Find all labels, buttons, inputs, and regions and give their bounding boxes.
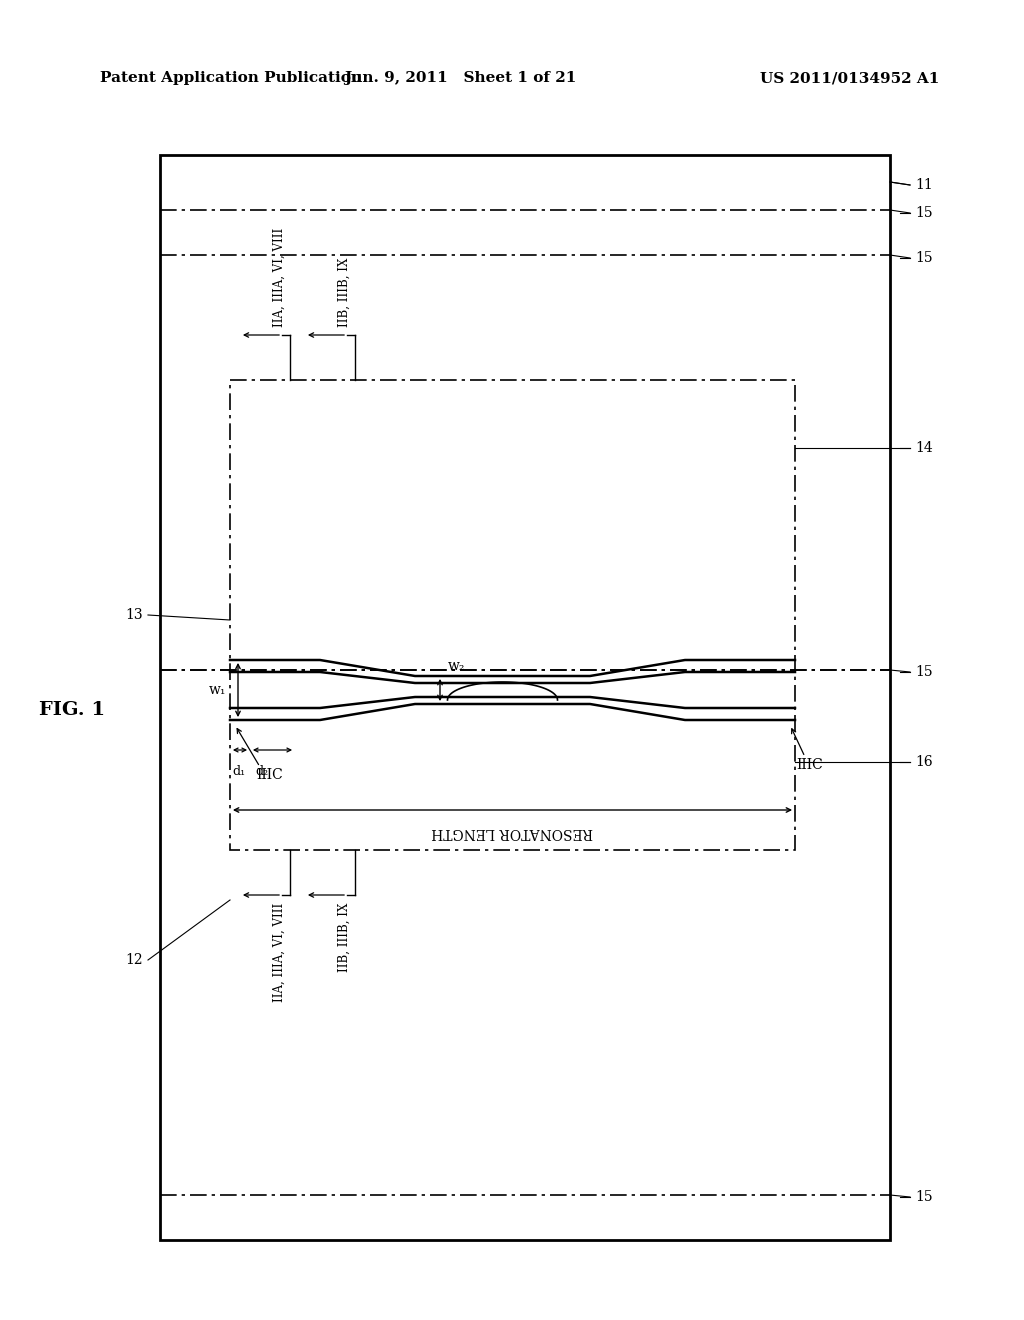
Bar [160,154,890,1239]
Text: d₂: d₂ [255,766,268,777]
Text: w₁: w₁ [209,682,226,697]
Text: RESONATOR LENGTH: RESONATOR LENGTH [432,825,593,840]
Text: d₁: d₁ [232,766,245,777]
Text: 15: 15 [915,251,933,265]
Text: 13: 13 [125,609,143,622]
Text: FIG. 1: FIG. 1 [39,701,105,719]
Text: IIB, IIIB, IX: IIB, IIIB, IX [338,903,351,973]
Text: IIA, IIIA, VI, VIII: IIA, IIIA, VI, VIII [273,228,286,327]
Text: 12: 12 [125,953,143,968]
Text: 11: 11 [915,178,933,191]
Text: 15: 15 [915,1191,933,1204]
Text: 14: 14 [915,441,933,455]
Bar [230,380,795,850]
Text: IIIC: IIIC [797,758,823,772]
Text: IIIC: IIIC [257,768,284,781]
Text: IIA, IIIA, VI, VIII: IIA, IIIA, VI, VIII [273,903,286,1002]
Text: 16: 16 [915,755,933,770]
Text: 15: 15 [915,206,933,220]
Text: IIB, IIIB, IX: IIB, IIIB, IX [338,257,351,327]
Text: Patent Application Publication: Patent Application Publication [100,71,362,84]
Text: Jun. 9, 2011   Sheet 1 of 21: Jun. 9, 2011 Sheet 1 of 21 [344,71,577,84]
Text: US 2011/0134952 A1: US 2011/0134952 A1 [760,71,940,84]
Text: w₂: w₂ [449,659,466,673]
Text: 15: 15 [915,665,933,678]
